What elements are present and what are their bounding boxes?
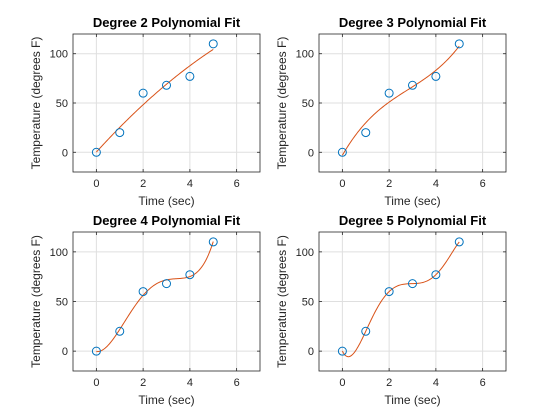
data-point (431, 71, 441, 81)
x-axis-label: Time (sec) (138, 393, 194, 407)
x-tick-label: 4 (187, 377, 193, 389)
data-point (454, 237, 464, 247)
x-tick-label: 4 (433, 178, 439, 190)
data-point (337, 147, 347, 157)
data-point (454, 39, 464, 49)
chart-title: Degree 3 Polynomial Fit (339, 15, 487, 30)
data-point (384, 88, 394, 98)
y-axis-label: Temperature (degrees F) (29, 235, 43, 368)
x-tick-label: 4 (433, 377, 439, 389)
data-point (115, 128, 125, 138)
y-axis-label: Temperature (degrees F) (275, 235, 289, 368)
fit-line (341, 241, 460, 358)
data-point (91, 346, 101, 356)
data-point (408, 80, 417, 90)
y-tick-label: 100 (50, 247, 68, 259)
x-tick-label: 2 (386, 178, 392, 190)
data-point (138, 287, 148, 297)
x-tick-label: 6 (480, 377, 486, 389)
x-tick-label: 0 (339, 178, 345, 190)
chart-title: Degree 4 Polynomial Fit (93, 213, 241, 228)
data-point (162, 279, 171, 289)
x-tick-label: 2 (140, 178, 146, 190)
y-tick-label: 0 (308, 147, 314, 159)
data-point (408, 279, 417, 289)
data-point (337, 346, 347, 356)
x-tick-label: 4 (187, 178, 193, 190)
subplot-2: 0 2 4 6 0 50 100 Degree 3 Polynomial Fit Time (s… (275, 15, 507, 208)
x-tick-label: 6 (234, 178, 240, 190)
x-tick-label: 6 (234, 377, 240, 389)
y-tick-label: 50 (302, 98, 314, 110)
data-point (162, 80, 171, 90)
data-point (208, 39, 218, 49)
data-point (115, 326, 125, 336)
x-tick-label: 0 (93, 178, 99, 190)
subplot-1: 0 2 4 6 0 50 100 Degree 2 Polynomial Fit Time (s… (29, 15, 261, 208)
y-tick-label: 50 (56, 297, 68, 309)
x-axis-label: Time (sec) (384, 194, 440, 208)
chart-title: Degree 5 Polynomial Fit (339, 213, 487, 228)
x-axis-label: Time (sec) (138, 194, 194, 208)
y-axis-label: Temperature (degrees F) (29, 37, 43, 170)
x-tick-label: 0 (93, 377, 99, 389)
y-tick-label: 100 (296, 247, 314, 259)
x-tick-label: 2 (386, 377, 392, 389)
x-tick-label: 0 (339, 377, 345, 389)
data-point (384, 287, 394, 297)
x-axis-label: Time (sec) (384, 393, 440, 407)
y-tick-label: 50 (56, 98, 68, 110)
y-tick-label: 100 (296, 49, 314, 61)
data-point (208, 237, 218, 247)
x-tick-label: 6 (480, 178, 486, 190)
data-point (185, 71, 195, 81)
x-tick-label: 2 (140, 377, 146, 389)
subplot-4: 0 2 4 6 0 50 100 Degree 5 Polynomial Fit Time (s… (275, 213, 507, 407)
subplot-3: 0 2 4 6 0 50 100 Degree 4 Polynomial Fit Time (s… (29, 213, 261, 407)
y-axis-label: Temperature (degrees F) (275, 37, 289, 170)
data-point (185, 270, 195, 280)
y-tick-label: 0 (308, 346, 314, 358)
y-tick-label: 50 (302, 297, 314, 309)
data-point (361, 326, 371, 336)
data-point (361, 128, 371, 138)
data-point (138, 88, 148, 98)
fit-line (341, 45, 460, 156)
data-point (431, 270, 441, 280)
data-point (91, 147, 101, 157)
y-tick-label: 100 (50, 49, 68, 61)
y-tick-label: 0 (62, 147, 68, 159)
chart-title: Degree 2 Polynomial Fit (93, 15, 241, 30)
y-tick-label: 0 (62, 346, 68, 358)
